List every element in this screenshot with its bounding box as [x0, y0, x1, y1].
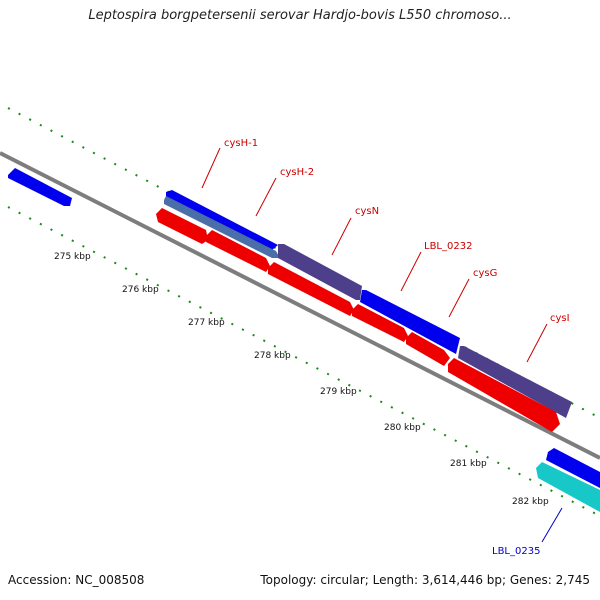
- leader-cysH-1: [201, 147, 221, 189]
- gene-label: cysH-1: [224, 138, 258, 149]
- leader-LBL_0232: [400, 251, 422, 292]
- reverse-genes: [156, 208, 560, 432]
- gene-label: LBL_0235: [492, 546, 540, 557]
- scale-tick-label: 276 kbp: [122, 285, 159, 295]
- gene-cysN[interactable]: [278, 244, 362, 300]
- gene-left-blue[interactable]: [8, 168, 72, 206]
- gene-LBL_0232[interactable]: [360, 290, 460, 354]
- gene-label: cysN: [355, 206, 379, 217]
- leader-cysN: [331, 217, 352, 256]
- gene-labels: cysH-1 cysH-2 cysN LBL_0232 cysG cysI LB…: [224, 138, 570, 557]
- forward-genes: [8, 168, 600, 512]
- scale-labels: 275 kbp 276 kbp 277 kbp 278 kbp 279 kbp …: [54, 252, 549, 507]
- gene-label: LBL_0232: [424, 241, 472, 252]
- scale-tick-label: 277 kbp: [188, 318, 225, 328]
- leader-cysI: [526, 323, 548, 363]
- gene-reverse-1[interactable]: [156, 208, 208, 244]
- map-title: Leptospira borgpetersenii serovar Hardjo…: [88, 8, 512, 23]
- scale-tick-label: 280 kbp: [384, 423, 421, 433]
- scale-tick-label: 282 kbp: [512, 497, 549, 507]
- scale-tick-label: 278 kbp: [254, 351, 291, 361]
- leader-cysG: [448, 278, 470, 318]
- gene-label: cysI: [550, 313, 570, 324]
- gene-right-blue[interactable]: [546, 448, 600, 488]
- gene-LBL_0235[interactable]: [536, 462, 600, 512]
- gene-reverse-2[interactable]: [206, 230, 270, 272]
- label-leaders: [201, 147, 563, 543]
- scale-tick-label: 275 kbp: [54, 252, 91, 262]
- gene-reverse-6[interactable]: [448, 358, 560, 432]
- leader-cysH-2: [255, 177, 277, 217]
- scale-tick-label: 279 kbp: [320, 387, 357, 397]
- gene-reverse-5[interactable]: [406, 332, 450, 366]
- gene-label: cysH-2: [280, 167, 314, 178]
- leader-LBL_0235: [541, 507, 563, 543]
- lower-tick-track: [7, 206, 600, 517]
- gene-cysH-2[interactable]: [164, 196, 280, 258]
- accession-text: Accession: NC_008508: [8, 573, 145, 587]
- gene-reverse-4[interactable]: [352, 304, 408, 342]
- gene-cysH-1[interactable]: [166, 190, 278, 250]
- chromosome-backbone: [0, 151, 600, 460]
- genome-summary-text: Topology: circular; Length: 3,614,446 bp…: [260, 573, 590, 587]
- scale-tick-label: 281 kbp: [450, 459, 487, 469]
- gene-cysG[interactable]: [458, 346, 572, 418]
- gene-reverse-3[interactable]: [268, 262, 354, 316]
- gene-label: cysG: [473, 268, 497, 279]
